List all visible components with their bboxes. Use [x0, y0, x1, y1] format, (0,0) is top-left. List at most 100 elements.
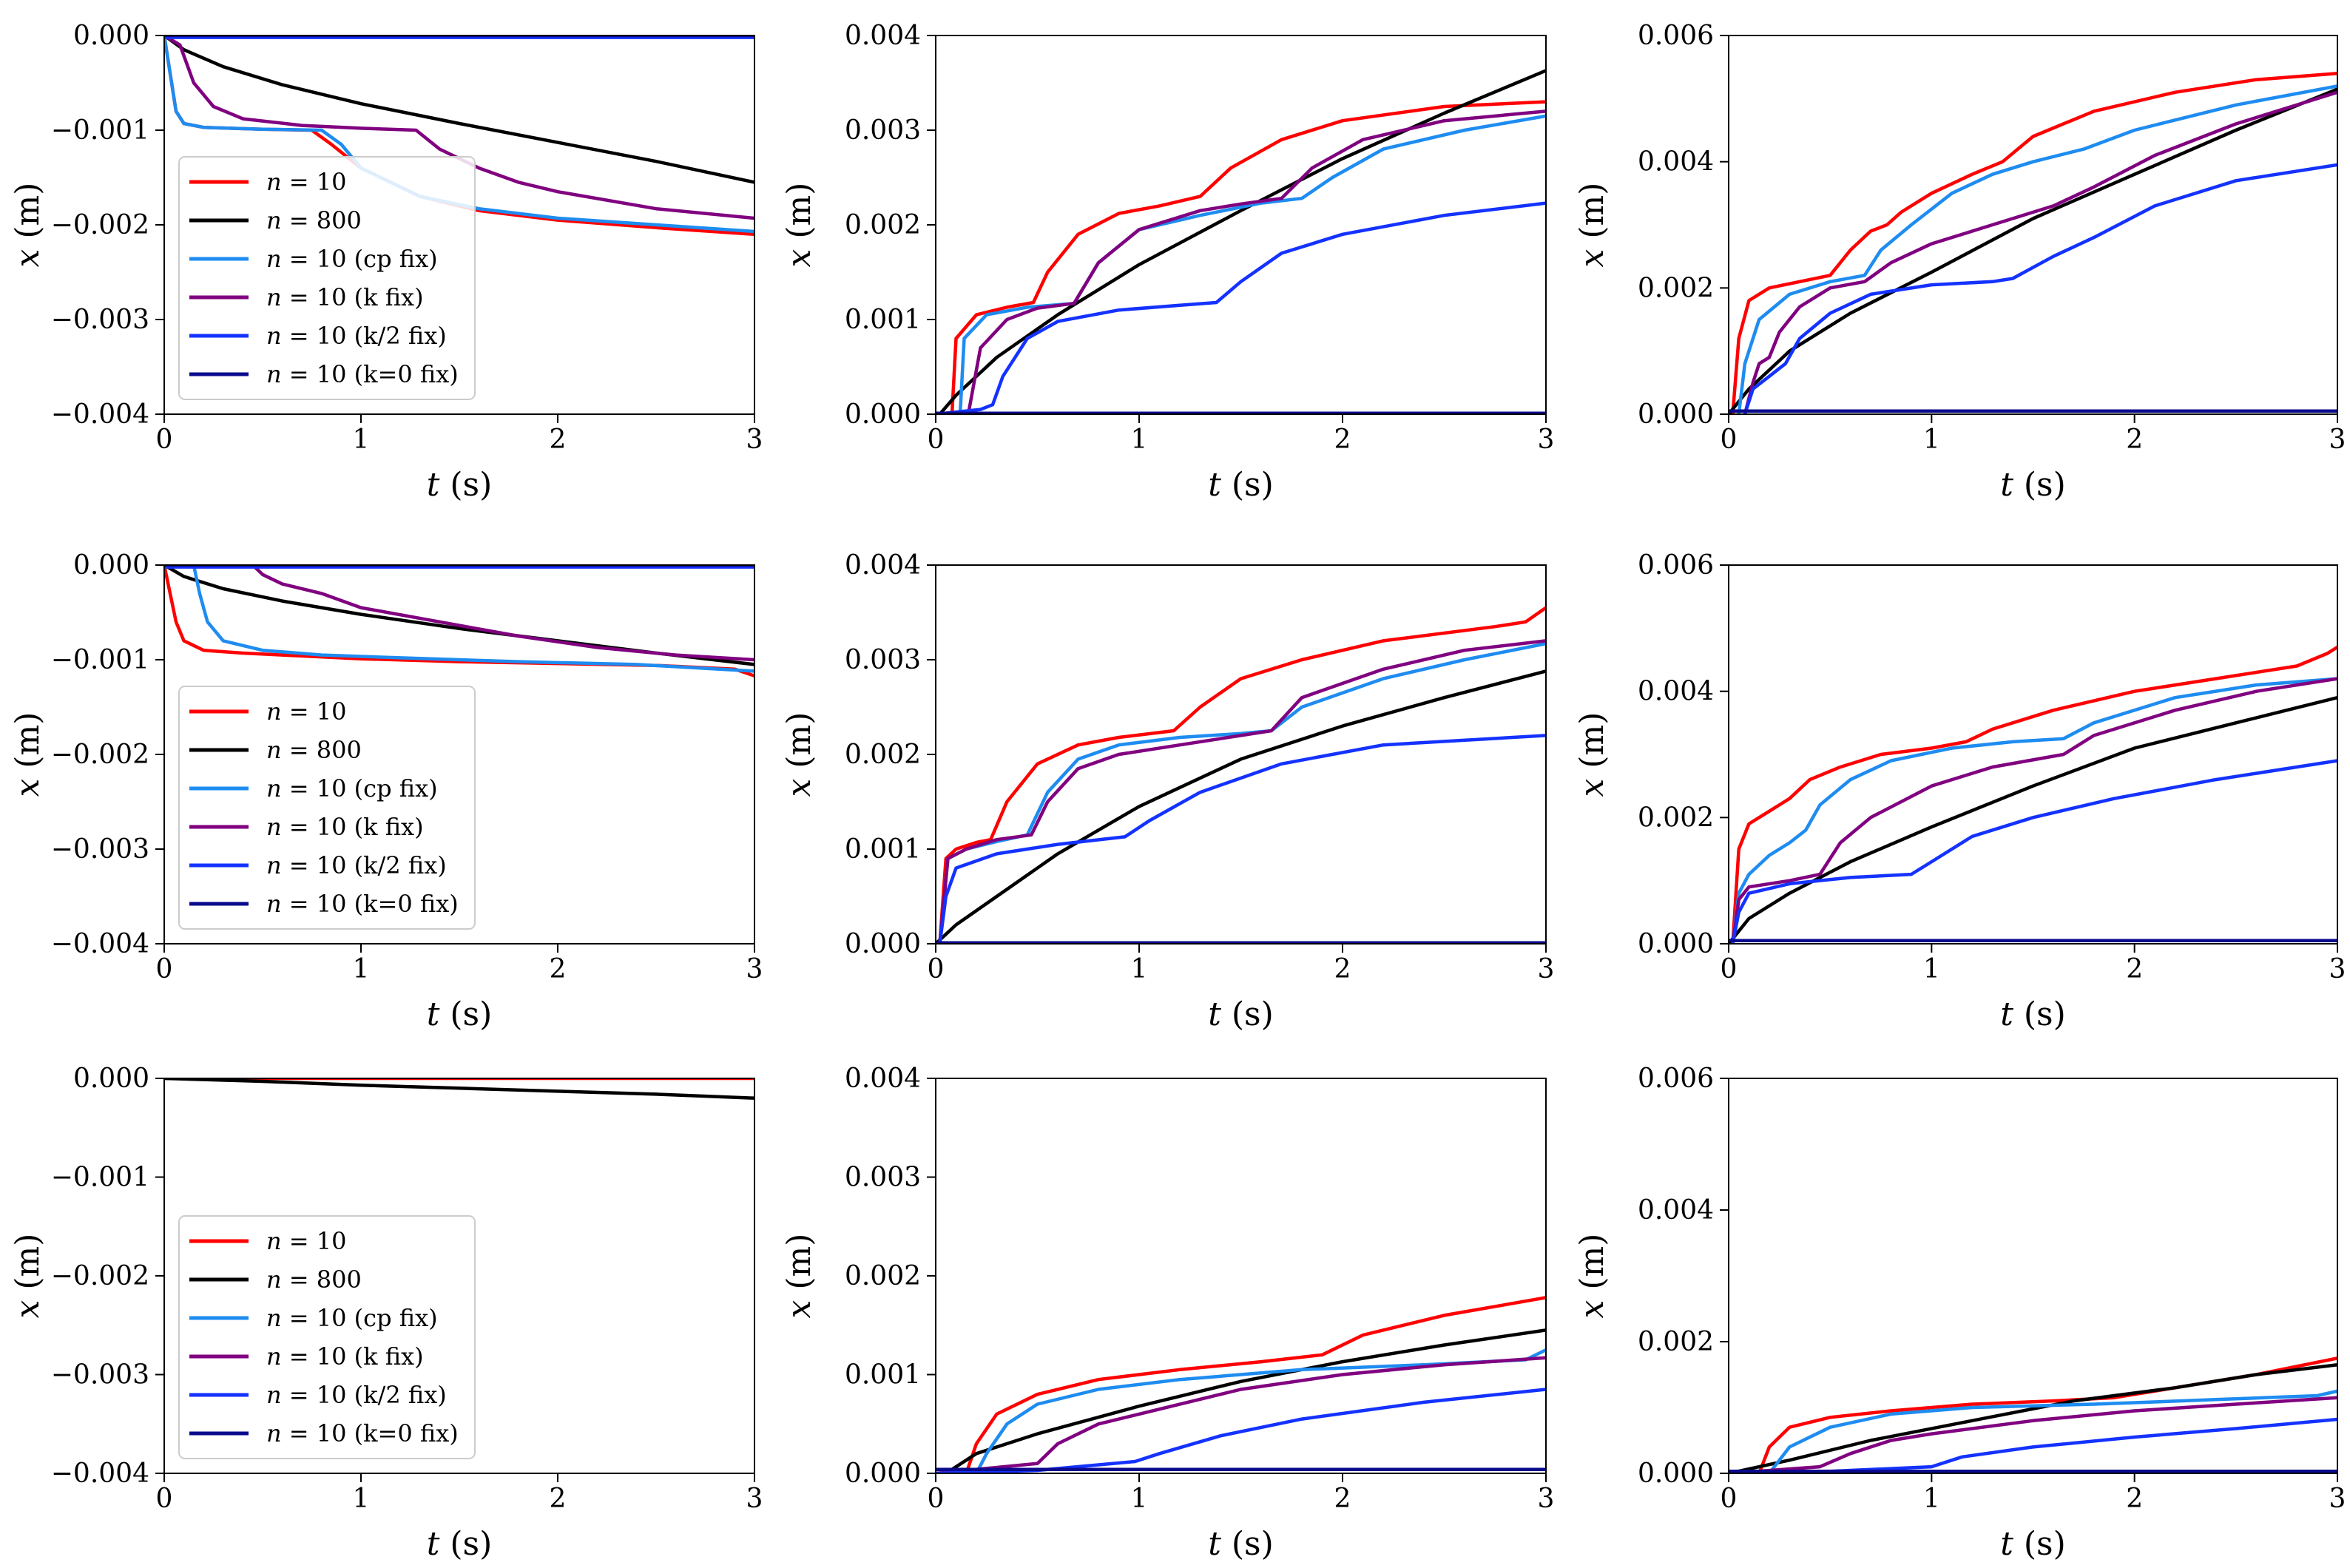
legend-label-rest: = 800: [282, 1265, 362, 1294]
chart-panel-3: 0 1 2 3 0.000 0.002 0.004 0.006 t (s) x (m): [1573, 21, 2346, 504]
series-line-k-fix: [164, 36, 754, 220]
legend-label: n = 10 (k fix): [266, 1342, 424, 1371]
legend-label-rest: = 10 (cp fix): [282, 245, 438, 273]
y-tick-label: 0.000: [1638, 929, 1714, 959]
series-group: [164, 1078, 754, 1100]
y-tick-label: −0.001: [51, 1163, 149, 1193]
y-tick-label: 0.004: [1638, 677, 1714, 707]
legend-label-rest: = 10: [282, 697, 347, 726]
legend-label: n = 10 (cp fix): [266, 774, 438, 802]
y-tick-label: 0.000: [845, 1459, 921, 1489]
y-tick-label: 0.004: [1638, 147, 1714, 178]
y-axis-label-unit: (m): [9, 1234, 47, 1300]
series-group: [936, 606, 1546, 944]
y-tick-label: 0.002: [1638, 802, 1714, 833]
legend-label-var: n: [266, 1381, 282, 1409]
y-axis-label: x (m): [1573, 1234, 1611, 1319]
legend-label-var: n: [266, 206, 282, 234]
legend-box: [178, 686, 476, 930]
y-axis-label: x (m): [780, 183, 818, 268]
series-line-n800: [164, 36, 754, 184]
series-line-n800: [944, 1328, 1546, 1473]
legend-label-rest: = 10 (k/2 fix): [282, 1381, 447, 1409]
x-axis-label: t (s): [427, 1525, 493, 1563]
x-axis-label-var: t: [1208, 1525, 1221, 1563]
chart-panel-8: 0 1 2 3 0.000 0.001 0.002 0.003 0.004 t (s) x (m): [780, 1064, 1554, 1563]
y-axis-label-unit: (m): [1573, 183, 1611, 249]
x-tick-label: 0: [156, 425, 173, 455]
legend-label-rest: = 10 (k fix): [282, 1342, 424, 1371]
legend-label: n = 10 (cp fix): [266, 1304, 438, 1332]
x-axis-label: t (s): [1208, 466, 1274, 504]
x-tick-label: 1: [1131, 425, 1148, 455]
x-tick-label: 0: [1721, 954, 1738, 984]
legend-label-var: n: [266, 283, 282, 311]
x-tick-label: 2: [1334, 954, 1351, 984]
x-tick-label: 2: [550, 425, 567, 455]
series-group: [936, 69, 1546, 414]
series-line-k-fix: [966, 109, 1546, 414]
y-tick-label: 0.000: [845, 929, 921, 959]
y-tick-label: −0.004: [51, 399, 149, 430]
x-tick-label: 3: [1538, 425, 1555, 455]
legend-label-rest: = 10: [282, 1227, 347, 1255]
y-axis-label-var: x: [9, 1300, 47, 1318]
series-line-n800: [1729, 87, 2337, 414]
x-tick-label: 2: [550, 1484, 567, 1514]
y-tick-label: 0.004: [845, 1064, 921, 1094]
legend-label-var: n: [266, 245, 282, 273]
x-axis-label: t (s): [2000, 1525, 2066, 1563]
y-tick-label: 0.004: [845, 550, 921, 581]
series-line-k2-fix: [1743, 163, 2337, 414]
y-tick-label: −0.002: [51, 210, 149, 240]
x-tick-label: 3: [746, 425, 763, 455]
legend-label-var: n: [266, 774, 282, 802]
y-tick-label: 0.002: [845, 1261, 921, 1291]
y-axis-label-var: x: [9, 249, 47, 267]
y-tick-label: 0.000: [73, 550, 149, 581]
chart-panel-5: 0 1 2 3 0.000 0.001 0.002 0.003 0.004 t (s) x (m): [780, 550, 1554, 1033]
legend-label: n = 10: [266, 168, 346, 196]
series-group: [1729, 71, 2337, 414]
y-tick-label: −0.003: [51, 1360, 149, 1390]
legend-label-rest: = 10 (cp fix): [282, 1304, 438, 1332]
chart-panel-9: 0 1 2 3 0.000 0.002 0.004 0.006 t (s) x (m): [1573, 1064, 2346, 1563]
series-line-k-fix: [938, 639, 1546, 944]
series-line-n10: [950, 100, 1546, 414]
series-line-k-fix: [1729, 1396, 2337, 1473]
x-axis-label-var: t: [2000, 996, 2013, 1033]
series-line-k-fix: [1743, 90, 2337, 414]
y-axis-label-unit: (m): [9, 712, 47, 779]
y-tick-label: 0.000: [73, 21, 149, 51]
series-line-n10: [1731, 71, 2337, 414]
chart-panel-6: 0 1 2 3 0.000 0.002 0.004 0.006 t (s) x (m): [1573, 550, 2346, 1033]
y-tick-label: 0.001: [845, 1360, 921, 1390]
chart-panel-2: 0 1 2 3 0.000 0.001 0.002 0.003 0.004 t (s) x (m): [780, 21, 1554, 504]
plot-frame: [1728, 35, 2338, 415]
y-tick-label: −0.002: [51, 740, 149, 770]
y-tick-label: 0.000: [1638, 1459, 1714, 1489]
legend-label-var: n: [266, 322, 282, 350]
y-tick-label: 0.002: [845, 740, 921, 770]
y-tick-label: 0.006: [1638, 550, 1714, 581]
y-tick-label: 0.001: [845, 305, 921, 335]
x-tick-label: 2: [1334, 425, 1351, 455]
x-axis-label-unit: (s): [439, 466, 492, 504]
legend-label: n = 10 (k=0 fix): [266, 890, 459, 918]
y-axis-label-var: x: [9, 778, 47, 797]
x-tick-label: 3: [2329, 954, 2346, 984]
plot-frame: [1728, 1078, 2338, 1474]
x-axis-label-var: t: [427, 1525, 440, 1563]
legend-label-var: n: [266, 813, 282, 841]
series-line-n800: [164, 1078, 754, 1100]
legend-label-var: n: [266, 736, 282, 764]
y-tick-label: 0.004: [1638, 1195, 1714, 1226]
y-axis-label-unit: (m): [1573, 712, 1611, 779]
x-tick-label: 3: [746, 954, 763, 984]
x-axis-label-var: t: [2000, 466, 2013, 504]
x-tick-label: 1: [353, 425, 370, 455]
y-axis-label-var: x: [1573, 249, 1611, 267]
